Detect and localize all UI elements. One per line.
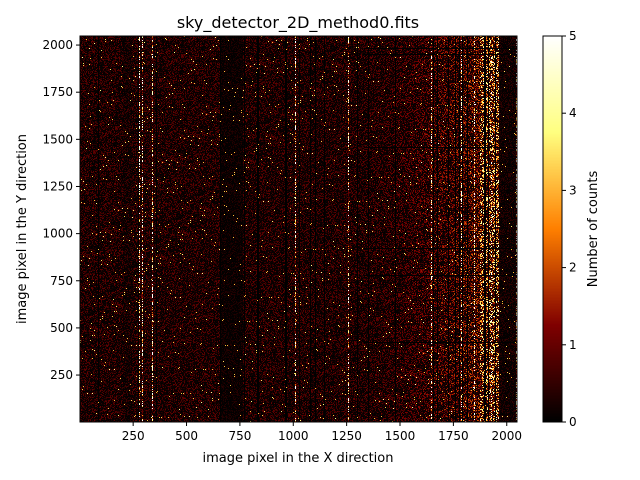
plot-frame bbox=[79, 35, 518, 423]
heatmap-image bbox=[80, 36, 517, 422]
colorbar-ticks: 0 1 2 3 4 5 bbox=[562, 29, 577, 429]
y-tick-label: 1750 bbox=[42, 85, 73, 99]
x-tick-label: 2000 bbox=[491, 429, 522, 443]
colorbar-label: Number of counts bbox=[586, 171, 601, 288]
y-tick-label: 1000 bbox=[42, 227, 73, 241]
y-tick-label: 2000 bbox=[42, 38, 73, 52]
y-axis-ticks: 250 500 750 1000 1250 1500 1750 2000 bbox=[42, 38, 80, 382]
y-tick-label: 250 bbox=[50, 368, 73, 382]
x-tick-label: 1000 bbox=[278, 429, 309, 443]
colorbar-tick-label: 2 bbox=[569, 261, 577, 275]
chart-title: sky_detector_2D_method0.fits bbox=[177, 13, 419, 33]
x-tick-label: 1250 bbox=[331, 429, 362, 443]
y-axis-label: image pixel in the Y direction bbox=[15, 134, 30, 324]
y-tick-label: 750 bbox=[50, 274, 73, 288]
x-axis-label: image pixel in the X direction bbox=[203, 451, 394, 466]
colorbar-gradient bbox=[543, 36, 562, 422]
x-tick-label: 250 bbox=[122, 429, 145, 443]
colorbar-tick-label: 0 bbox=[569, 415, 577, 429]
x-axis-ticks: 250 500 750 1000 1250 1500 1750 2000 bbox=[122, 422, 522, 443]
x-tick-label: 750 bbox=[228, 429, 251, 443]
x-tick-label: 1500 bbox=[385, 429, 416, 443]
colorbar-frame bbox=[542, 35, 563, 423]
colorbar-tick-label: 1 bbox=[569, 338, 577, 352]
colorbar-tick-label: 3 bbox=[569, 183, 577, 197]
colorbar-tick-label: 4 bbox=[569, 106, 577, 120]
colorbar-tick-label: 5 bbox=[569, 29, 577, 43]
y-tick-label: 500 bbox=[50, 321, 73, 335]
x-tick-label: 1750 bbox=[438, 429, 469, 443]
y-tick-label: 1500 bbox=[42, 132, 73, 146]
y-tick-label: 1250 bbox=[42, 179, 73, 193]
x-tick-label: 500 bbox=[175, 429, 198, 443]
